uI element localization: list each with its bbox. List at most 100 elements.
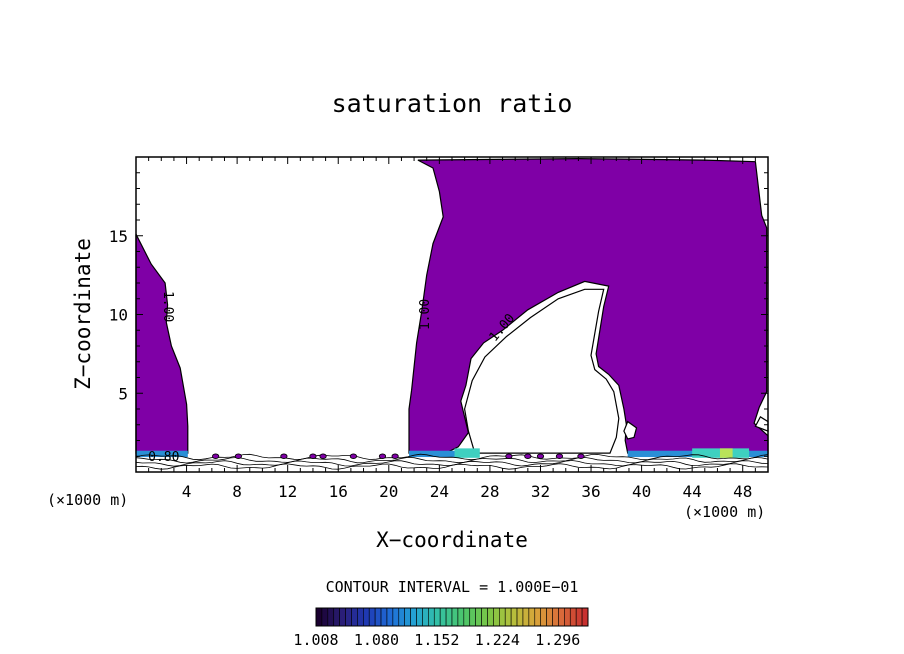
x-tick-label: 16 (329, 482, 348, 501)
surface-high-band (719, 448, 733, 458)
colorbar-swatch (475, 607, 482, 627)
colorbar (315, 607, 589, 627)
colorbar-title: CONTOUR INTERVAL = 1.000E−01 (326, 578, 579, 596)
colorbar-swatch (445, 607, 453, 627)
surface-cell (319, 453, 327, 459)
y-tick-label: 10 (109, 306, 128, 325)
colorbar-swatch (581, 607, 589, 627)
chart-title: saturation ratio (332, 89, 573, 118)
contour-label: 0.80 (148, 450, 179, 465)
y-tick-labels: 5 10 15 (109, 227, 128, 404)
colorbar-swatch (404, 607, 411, 627)
surface-cell (391, 453, 399, 459)
x-axis-label: X−coordinate (376, 528, 528, 552)
surface-cell (524, 453, 532, 459)
x-tick-label: 24 (430, 482, 449, 501)
x-unit-left-label: (×1000 m) (47, 491, 128, 509)
colorbar-swatch (522, 607, 530, 627)
surface-high-band (454, 448, 480, 458)
surface-cell (280, 453, 288, 459)
x-tick-label: 20 (379, 482, 398, 501)
x-tick-label: 12 (278, 482, 297, 501)
surface-contour-line (135, 463, 769, 470)
colorbar-swatch (504, 607, 512, 627)
colorbar-swatch (363, 607, 370, 627)
region-supersaturated-central-right (408, 157, 769, 454)
colorbar-swatch (398, 607, 405, 627)
colorbar-swatch (327, 607, 335, 627)
colorbar-swatch (315, 607, 323, 627)
y-tick-label: 5 (118, 384, 128, 403)
x-unit-right-label: (×1000 m) (684, 503, 765, 521)
colorbar-tick-labels: 1.008 1.080 1.152 1.224 1.296 (293, 631, 580, 649)
colorbar-tick-label: 1.224 (475, 631, 520, 649)
colorbar-swatch (463, 607, 471, 627)
colorbar-swatch (351, 607, 358, 627)
x-tick-label: 28 (480, 482, 499, 501)
surface-cell (536, 453, 545, 459)
colorbar-swatch (392, 607, 400, 627)
colorbar-swatch (534, 607, 541, 627)
x-tick-label: 40 (632, 482, 651, 501)
colorbar-swatch (481, 607, 488, 627)
colorbar-swatch (575, 607, 583, 627)
colorbar-swatch (564, 607, 571, 627)
surface-cell (309, 453, 317, 459)
x-tick-label: 36 (581, 482, 600, 501)
colorbar-swatch (368, 607, 376, 627)
surface-moist-band (409, 450, 471, 458)
colorbar-swatch (380, 607, 388, 627)
colorbar-swatch (487, 607, 494, 627)
colorbar-swatch (321, 607, 329, 627)
colorbar-swatch (540, 607, 547, 627)
x-tick-label: 44 (683, 482, 702, 501)
x-tick-labels: 4 8 12 16 20 24 28 32 36 40 44 48 (182, 482, 753, 501)
contour-label: 1.00 (418, 299, 433, 330)
colorbar-tick-label: 1.080 (354, 631, 399, 649)
colorbar-frame (315, 607, 589, 627)
y-axis-label: Z−coordinate (71, 238, 95, 390)
surface-cell (577, 453, 585, 459)
colorbar-swatch (469, 607, 476, 627)
colorbar-swatch (516, 607, 524, 627)
y-tick-label: 15 (109, 227, 128, 246)
colorbar-swatch (333, 607, 340, 627)
region-subsaturated-notch (623, 420, 638, 440)
surface-cell (378, 453, 387, 459)
region-subsaturated-arch (463, 288, 620, 454)
colorbar-swatch (558, 607, 565, 627)
colorbar-swatch (457, 607, 465, 627)
x-tick-label: 32 (531, 482, 550, 501)
colorbar-swatch (528, 607, 536, 627)
surface-moist-band (136, 450, 188, 458)
colorbar-swatch (428, 607, 435, 627)
colorbar-swatch (357, 607, 364, 627)
colorbar-swatch (422, 607, 429, 627)
colorbar-swatch (439, 607, 447, 627)
colorbar-swatch (386, 607, 394, 627)
colorbar-swatch (374, 607, 382, 627)
surface-cell (505, 453, 513, 459)
contour-label: 1.00 (160, 291, 175, 322)
surface-contour-lines (135, 448, 769, 470)
x-tick-label: 48 (733, 482, 752, 501)
colorbar-swatch (569, 607, 577, 627)
colorbar-tick-label: 1.296 (535, 631, 580, 649)
x-tick-label: 8 (232, 482, 242, 501)
colorbar-swatch (339, 607, 346, 627)
surface-cell (349, 453, 358, 459)
surface-cell (212, 453, 220, 459)
colorbar-swatch (410, 607, 417, 627)
surface-cell (234, 453, 242, 459)
plot-area: 1.00 1.00 1.000.80 (135, 156, 769, 473)
colorbar-tick-label: 1.152 (414, 631, 459, 649)
colorbar-swatch (433, 607, 441, 627)
colorbar-swatch (451, 607, 459, 627)
axis-ticks (136, 157, 768, 472)
x-tick-label: 4 (182, 482, 192, 501)
surface-contour-line (135, 456, 769, 464)
colorbar-swatch (499, 607, 506, 627)
colorbar-swatch (510, 607, 518, 627)
colorbar-swatch (416, 607, 423, 627)
